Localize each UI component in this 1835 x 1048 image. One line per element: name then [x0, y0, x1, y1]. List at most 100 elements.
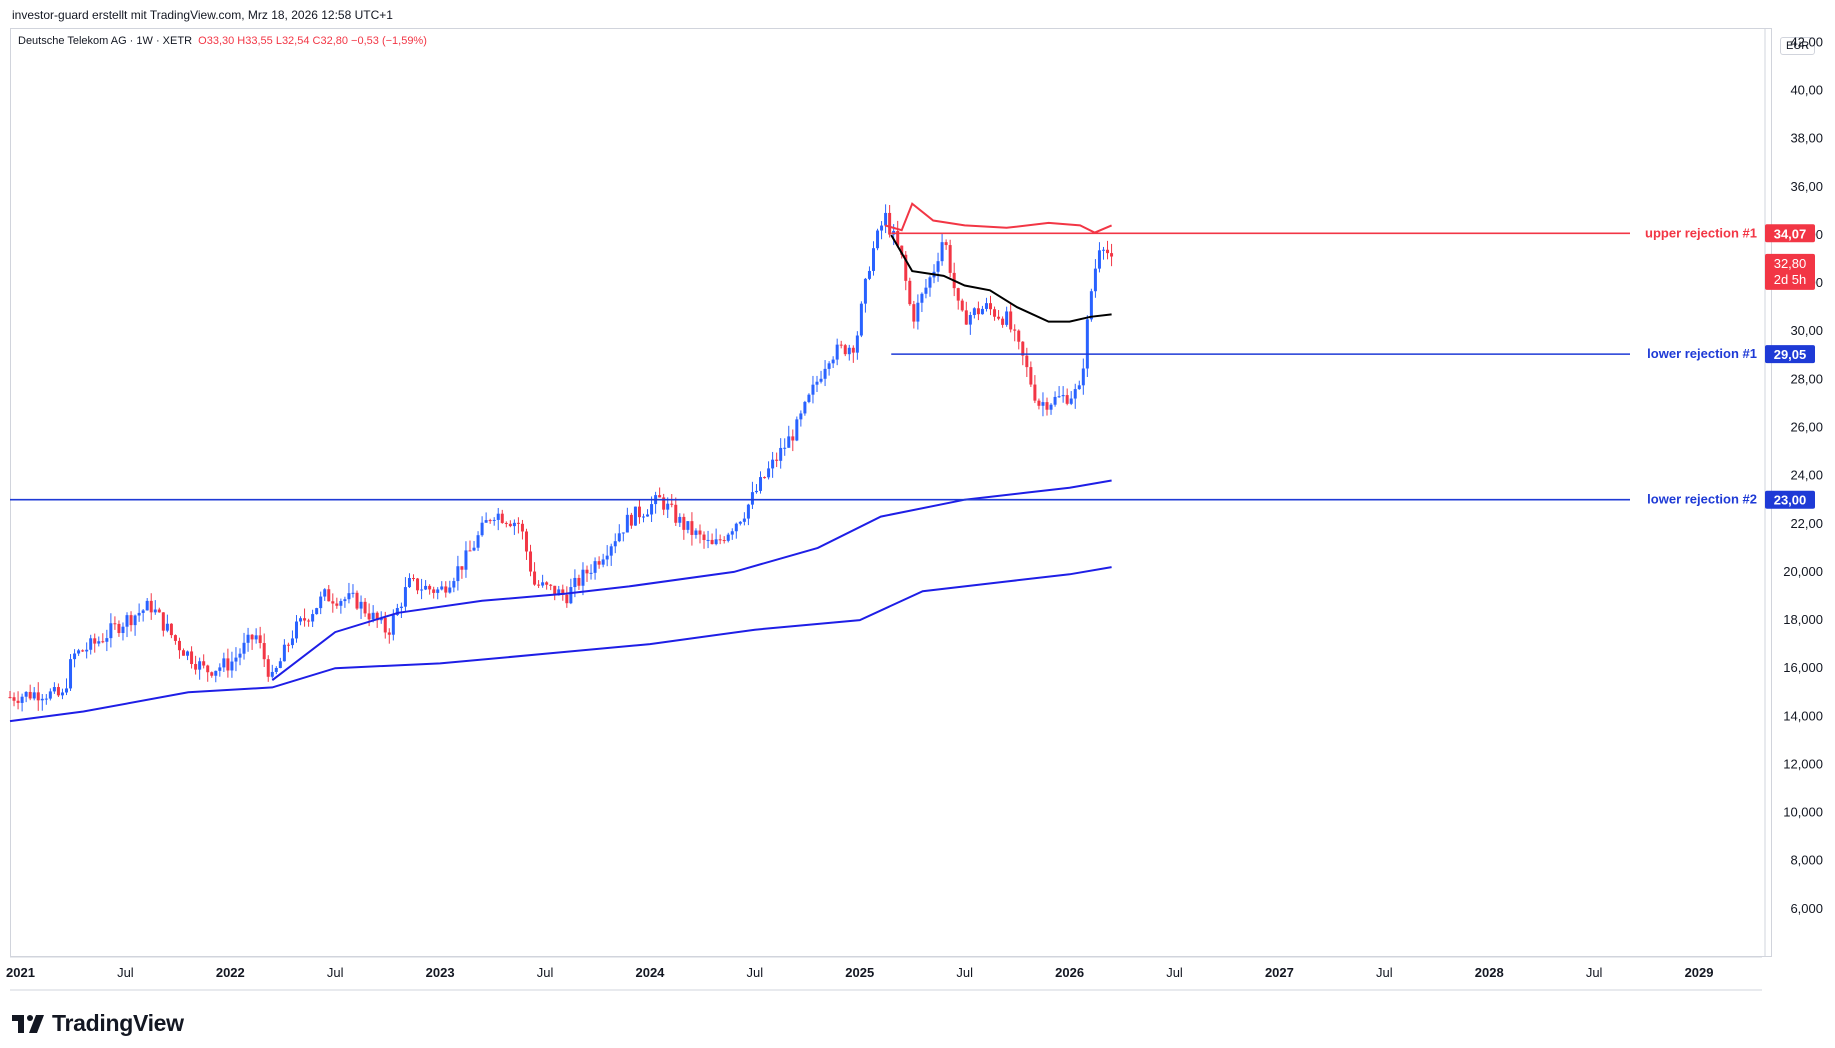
candle-body [569, 587, 573, 604]
candle-body [242, 642, 246, 654]
candle-body [52, 687, 56, 692]
candle-body [537, 584, 541, 586]
y-tick-label: 26,00 [1790, 420, 1823, 435]
candle-body [351, 592, 355, 594]
candle-body [294, 621, 298, 639]
candle-body [399, 606, 403, 609]
level-price-text: 34,07 [1774, 226, 1807, 241]
y-tick-label: 8,000 [1790, 853, 1823, 868]
candle-body [153, 609, 157, 613]
candle-body [980, 308, 984, 315]
candle-body [323, 589, 327, 597]
candle-body [694, 530, 698, 535]
tradingview-logo[interactable]: TradingView [12, 1010, 184, 1037]
candle-body [904, 254, 908, 281]
level-label: lower rejection #2 [1647, 492, 1757, 507]
candle-body [964, 310, 968, 325]
y-tick-label: 6,000 [1790, 901, 1823, 916]
candle-body [839, 344, 843, 346]
candle-body [1081, 368, 1085, 386]
candle-body [234, 657, 238, 662]
candle-body [214, 670, 218, 676]
candle-body [545, 582, 549, 585]
candle-body [1013, 329, 1017, 331]
x-tick-label: 2022 [216, 965, 245, 980]
candle-body [1077, 385, 1081, 390]
candle-body [633, 506, 637, 526]
candle-body [851, 347, 855, 353]
candle-body [968, 315, 972, 325]
candle-body [581, 569, 585, 586]
candle-body [363, 601, 367, 614]
candle-body [1069, 398, 1073, 404]
level-price-tag [1765, 224, 1815, 243]
candle-body [319, 596, 323, 609]
candle-body [182, 650, 186, 656]
last-price-tag [1765, 253, 1815, 290]
candle-body [424, 585, 428, 590]
currency-button[interactable]: EUR [1780, 37, 1816, 55]
candle-body [44, 698, 48, 700]
candle-body [629, 514, 633, 526]
candle-body [403, 587, 407, 607]
candle-body [299, 618, 303, 622]
x-tick-label: Jul [327, 965, 344, 980]
candle-body [343, 599, 347, 602]
candle-body [819, 378, 823, 382]
candle-body [742, 518, 746, 522]
x-tick-label: Jul [956, 965, 973, 980]
candle-body [896, 230, 900, 246]
candle-body [85, 649, 89, 652]
candle-body [609, 546, 613, 556]
candle-body [662, 497, 666, 510]
candle-body [791, 436, 795, 441]
candle-body [420, 589, 424, 591]
candle-body [1041, 402, 1045, 406]
candle-body [331, 601, 335, 604]
candle-body [512, 522, 516, 527]
candle-body [997, 316, 1001, 319]
candle-body [565, 594, 569, 604]
candle-body [1065, 395, 1069, 404]
candle-body [141, 610, 145, 613]
candle-body [738, 521, 742, 524]
candle-body [1029, 367, 1033, 385]
candle-body [710, 539, 714, 545]
candle-body [278, 661, 282, 668]
candle-body [533, 571, 537, 585]
candle-body [1049, 404, 1053, 410]
candle-body [835, 344, 839, 360]
candle-body [246, 634, 250, 643]
candle-body [674, 504, 678, 523]
candle-body [202, 661, 206, 666]
candle-body [1061, 395, 1065, 397]
x-tick-label: Jul [1376, 965, 1393, 980]
candle-body [1009, 311, 1013, 330]
candle-body [371, 612, 375, 620]
y-tick-label: 20,000 [1783, 564, 1823, 579]
candle-body [1085, 319, 1089, 369]
candle-body [383, 617, 387, 633]
candle-body [754, 490, 758, 493]
y-tick-label: 38,00 [1790, 131, 1823, 146]
candle-body [928, 277, 932, 288]
candle-body [407, 578, 411, 588]
candle-body [698, 530, 702, 535]
candle-body [177, 640, 181, 651]
price-chart[interactable]: 42,0040,0038,0036,0034,0032,0030,0028,00… [0, 0, 1835, 1000]
ohlc-values: O33,30 H33,55 L32,54 C32,80 −0,53 (−1,59… [198, 35, 427, 47]
candle-body [492, 519, 496, 521]
candle-body [335, 603, 339, 606]
candle-body [504, 522, 508, 524]
candle-body [395, 608, 399, 616]
candle-body [948, 245, 952, 273]
candle-body [391, 615, 395, 635]
candle-body [258, 635, 262, 644]
y-tick-label: 40,00 [1790, 83, 1823, 98]
level-price-tag [1765, 490, 1815, 509]
candle-body [1021, 341, 1025, 356]
candle-body [105, 638, 109, 642]
candle-body [69, 659, 73, 689]
candle-body [375, 612, 379, 621]
level-label: upper rejection #1 [1645, 225, 1757, 240]
